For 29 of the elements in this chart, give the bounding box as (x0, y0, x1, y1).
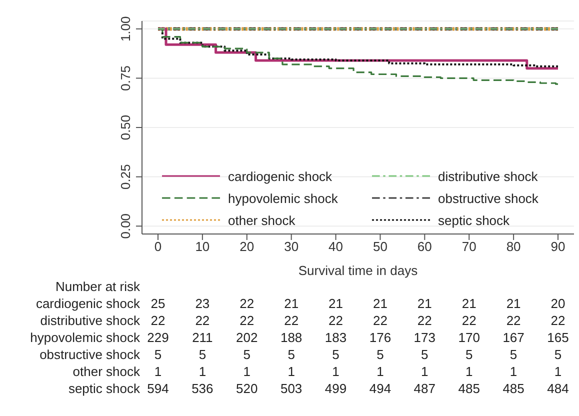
legend-label: septic shock (438, 212, 510, 228)
text: septic shock 594 536 520 503 499 494 487 485 485 484 (68, 381, 569, 396)
x-axis-title: Survival time in days (298, 263, 418, 278)
x-tick-label: 80 (506, 239, 521, 254)
y-tick-label: 0.75 (118, 66, 133, 91)
legend-label: other shock (228, 212, 296, 228)
x-tick-label: 0 (154, 239, 162, 254)
text: obstructive shock 5 5 5 5 5 5 5 5 5 5 (40, 347, 562, 362)
legend-label: cardiogenic shock (228, 168, 332, 184)
legend-label: obstructive shock (438, 190, 538, 206)
x-tick-label: 50 (372, 239, 388, 254)
y-tick-label: 0.00 (118, 213, 133, 239)
x-tick-label: 40 (328, 239, 344, 254)
y-tick-label: 0.50 (118, 114, 133, 140)
text: cardiogenic shock 25 23 22 21 21 21 21 21 21 20 (36, 296, 566, 311)
x-tick-label: 70 (462, 239, 476, 254)
legend-label: hypovolemic shock (228, 190, 338, 206)
text: distributive shock 22 22 22 22 22 22 22 22 22 22 (40, 313, 566, 328)
y-tick-label: 1.00 (118, 16, 133, 42)
text: hypovolemic shock 229 211 202 188 183 176 173 170 167 165 (30, 330, 569, 345)
x-tick-label: 10 (195, 239, 210, 254)
x-tick-label: 90 (550, 239, 566, 254)
y-tick-label: 0.25 (118, 164, 133, 190)
x-tick-label: 60 (417, 239, 432, 254)
x-tick-label: 20 (240, 239, 254, 254)
text: Number at risk (55, 279, 140, 294)
x-tick-label: 30 (284, 239, 299, 254)
text: other shock 1 1 1 1 1 1 1 1 1 1 (72, 364, 562, 379)
legend-label: distributive shock (438, 168, 538, 184)
